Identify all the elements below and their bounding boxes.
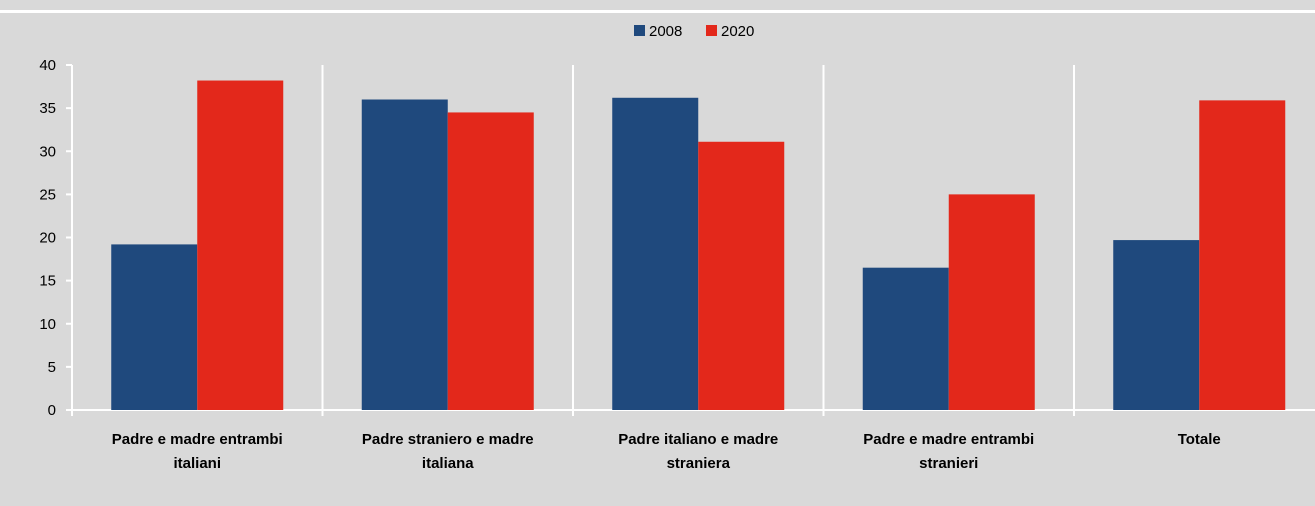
x-category-label: italiani: [173, 455, 221, 472]
bar-2008: [862, 267, 949, 410]
bar-2008: [612, 97, 699, 411]
bar-2008: [111, 244, 198, 410]
y-tick-label: 35: [39, 100, 56, 117]
y-tick-label: 0: [48, 402, 56, 419]
x-category-label: italiana: [422, 455, 474, 472]
y-tick-label: 5: [48, 359, 56, 376]
bar-2008: [1113, 240, 1200, 410]
x-category-label: Padre straniero e madre: [362, 431, 534, 448]
y-tick-label: 15: [39, 273, 56, 290]
bar-2008: [361, 99, 448, 410]
legend-swatch-2008: [634, 25, 645, 36]
x-category-label: Totale: [1178, 431, 1221, 448]
y-tick-label: 20: [39, 230, 56, 247]
legend-swatch-2020: [706, 25, 717, 36]
x-category-label: stranieri: [919, 455, 978, 472]
bar-2020: [698, 141, 785, 410]
legend-label-2020: 2020: [721, 23, 754, 40]
bar-2020: [197, 80, 284, 411]
y-tick-label: 30: [39, 143, 56, 160]
top-border-line: [0, 10, 1315, 13]
x-category-label: Padre italiano e madre: [618, 431, 778, 448]
bar-2020: [447, 112, 534, 410]
x-category-label: straniera: [667, 455, 731, 472]
x-category-label: Padre e madre entrambi: [863, 431, 1034, 448]
y-tick-label: 40: [39, 57, 56, 74]
x-category-label: Padre e madre entrambi: [112, 431, 283, 448]
bar-2020: [1199, 100, 1286, 411]
y-tick-label: 10: [39, 316, 56, 333]
legend-label-2008: 2008: [649, 23, 682, 40]
y-tick-label: 25: [39, 186, 56, 203]
bar-2020: [948, 194, 1035, 410]
